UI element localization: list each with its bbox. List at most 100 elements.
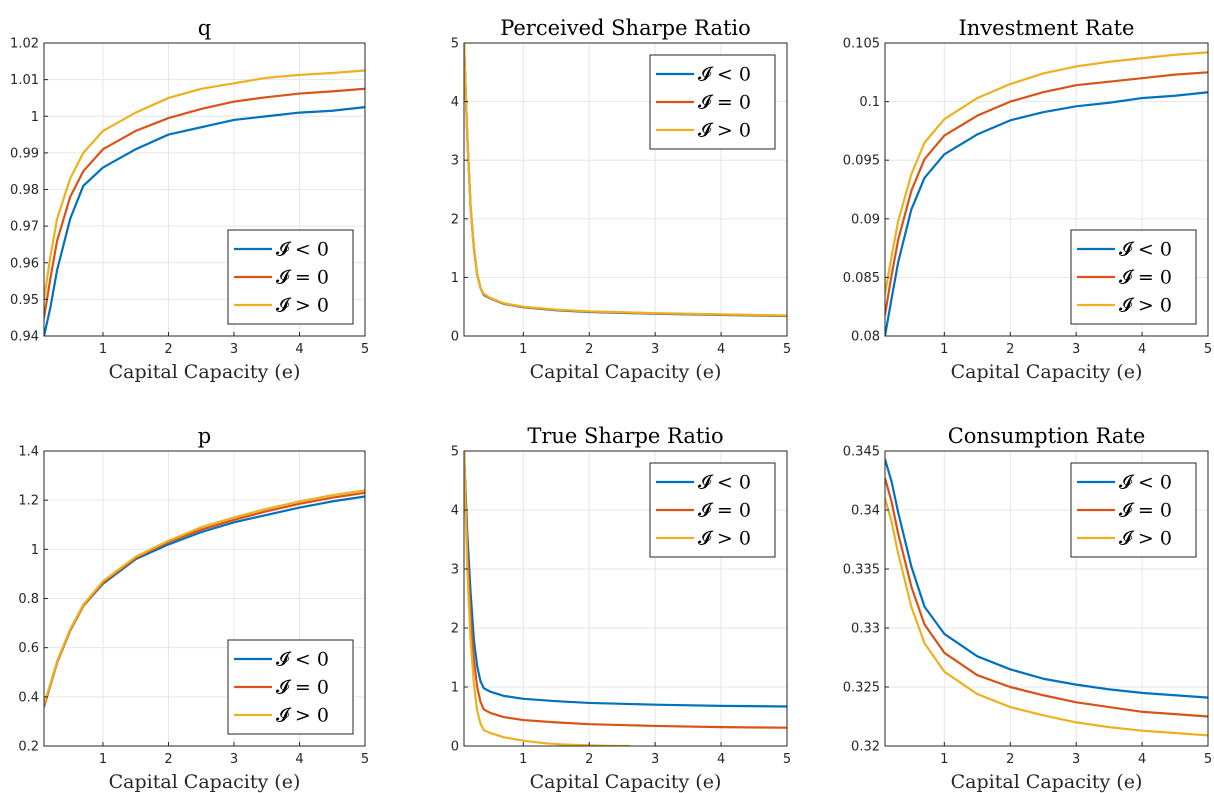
chart-title: p [198, 424, 211, 448]
series-line [464, 43, 787, 317]
y-tick-label: 0.105 [843, 37, 880, 52]
chart-panel: 1 2 3 4 5 0.94 0.95 0.96 0.97 0.98 0.99 1 1.01 1.02 q C… [10, 16, 369, 383]
x-tick-label: 3 [651, 752, 659, 767]
y-tick-label: 3 [451, 563, 459, 578]
y-tick-label: 4 [451, 95, 459, 110]
x-axis-label: Capital Capacity (e) [951, 771, 1143, 793]
y-tick-label: 1.4 [18, 445, 39, 460]
legend-label: 𝓘 = 0 [1119, 500, 1172, 522]
legend-label: 𝓘 = 0 [1119, 267, 1172, 289]
legend-label: 𝓘 > 0 [698, 528, 751, 550]
y-tick-label: 0.6 [18, 641, 39, 656]
y-tick-label: 1 [31, 110, 39, 125]
series-line [885, 458, 1208, 699]
y-tick-label: 5 [451, 37, 459, 52]
y-tick-label: 1.2 [18, 494, 39, 509]
x-tick-label: 2 [1006, 342, 1014, 357]
y-tick-label: 2 [451, 622, 459, 637]
x-tick-label: 3 [651, 342, 659, 357]
axes-box [884, 42, 1209, 337]
y-tick-label: 0.8 [18, 592, 39, 607]
x-tick-label: 2 [164, 752, 172, 767]
x-tick-label: 3 [1072, 752, 1080, 767]
x-tick-label: 3 [1072, 342, 1080, 357]
legend-label: 𝓘 > 0 [698, 120, 751, 142]
x-tick-label: 1 [519, 752, 527, 767]
y-tick-label: 0.085 [843, 271, 880, 286]
chart-panel: 1 2 3 4 5 0.08 0.085 0.09 0.095 0.1 0.105 Investmen… [843, 16, 1212, 383]
y-tick-label: 0.325 [843, 681, 880, 696]
x-tick-label: 1 [99, 752, 107, 767]
legend-label: 𝓘 < 0 [1119, 239, 1172, 261]
legend: 𝓘 < 0 𝓘 = 0 𝓘 > 0 [227, 639, 354, 735]
legend-label: 𝓘 = 0 [276, 677, 329, 699]
legend-label: 𝓘 > 0 [1119, 528, 1172, 550]
legend: 𝓘 < 0 𝓘 = 0 𝓘 > 0 [1070, 229, 1197, 325]
y-tick-label: 0.96 [10, 256, 39, 271]
chart-title: True Sharpe Ratio [527, 424, 723, 448]
x-axis-label: Capital Capacity (e) [109, 361, 301, 383]
x-tick-label: 5 [361, 752, 369, 767]
y-tick-label: 0.2 [18, 740, 39, 755]
x-tick-label: 4 [1138, 752, 1146, 767]
series-line [885, 71, 1208, 316]
x-axis-label: Capital Capacity (e) [530, 771, 722, 793]
y-tick-label: 0.4 [18, 690, 39, 705]
legend-label: 𝓘 < 0 [276, 239, 329, 261]
series-line [885, 497, 1208, 737]
legend-label: 𝓘 < 0 [1119, 472, 1172, 494]
y-tick-label: 1 [451, 681, 459, 696]
legend-label: 𝓘 > 0 [276, 295, 329, 317]
x-tick-label: 5 [361, 342, 369, 357]
series-line [44, 105, 365, 336]
y-tick-label: 1.02 [10, 37, 39, 52]
x-tick-label: 3 [230, 342, 238, 357]
chart-title: Perceived Sharpe Ratio [500, 16, 751, 40]
axes-box [463, 42, 788, 337]
series-line [44, 69, 365, 301]
y-tick-label: 0.99 [10, 146, 39, 161]
chart-panel: 1 2 3 4 5 0 1 2 3 4 5 Perceived Sharpe Ratio Capital… [451, 16, 791, 383]
legend-label: 𝓘 = 0 [698, 500, 751, 522]
y-tick-label: 0.335 [843, 563, 880, 578]
y-tick-label: 0.09 [851, 212, 880, 227]
series-line [885, 477, 1208, 718]
chart-panel: 1 2 3 4 5 0.32 0.325 0.33 0.335 0.34 0.345 Consumpt… [843, 424, 1212, 793]
y-tick-label: 3 [451, 154, 459, 169]
x-tick-label: 4 [295, 342, 303, 357]
y-tick-label: 1 [451, 271, 459, 286]
y-tick-label: 0.095 [843, 154, 880, 169]
x-tick-label: 4 [717, 342, 725, 357]
legend-label: 𝓘 > 0 [276, 705, 329, 727]
x-tick-label: 5 [783, 342, 791, 357]
x-tick-label: 5 [783, 752, 791, 767]
y-tick-label: 5 [451, 445, 459, 460]
y-tick-label: 2 [451, 212, 459, 227]
x-tick-label: 2 [585, 342, 593, 357]
y-tick-label: 0.34 [851, 504, 880, 519]
legend-label: 𝓘 < 0 [698, 472, 751, 494]
x-tick-label: 1 [99, 342, 107, 357]
x-tick-label: 1 [940, 752, 948, 767]
axes-box [463, 450, 788, 747]
x-tick-label: 4 [295, 752, 303, 767]
y-tick-label: 0.97 [10, 220, 39, 235]
x-tick-label: 5 [1204, 342, 1212, 357]
series-line [885, 91, 1208, 336]
x-tick-label: 5 [1204, 752, 1212, 767]
x-axis-label: Capital Capacity (e) [951, 361, 1143, 383]
legend-label: 𝓘 < 0 [276, 649, 329, 671]
legend-label: 𝓘 < 0 [698, 64, 751, 86]
legend: 𝓘 < 0 𝓘 = 0 𝓘 > 0 [649, 54, 776, 150]
y-tick-label: 0.32 [851, 740, 880, 755]
x-axis-label: Capital Capacity (e) [530, 361, 722, 383]
series-line [464, 451, 787, 729]
x-axis-label: Capital Capacity (e) [109, 771, 301, 793]
legend-label: 𝓘 = 0 [276, 267, 329, 289]
y-tick-label: 0 [451, 740, 459, 755]
axes-box [884, 450, 1209, 747]
chart-title: q [198, 16, 211, 40]
x-tick-label: 1 [940, 342, 948, 357]
series-line [464, 451, 630, 746]
legend-box [227, 229, 354, 325]
